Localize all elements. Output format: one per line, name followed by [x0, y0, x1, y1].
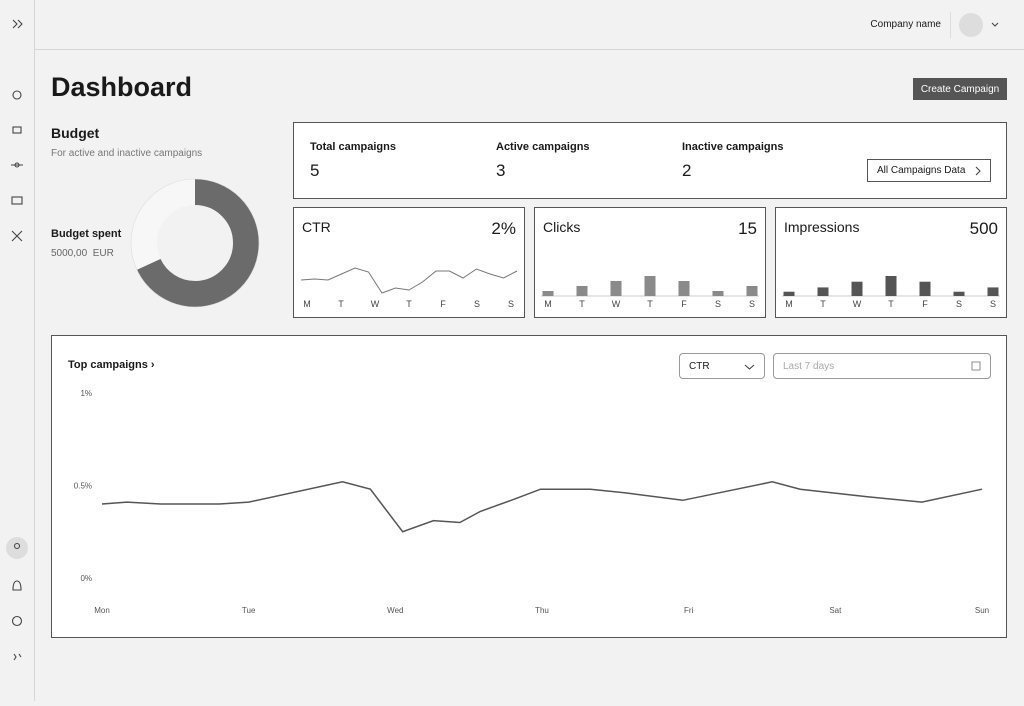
day-label: S: [956, 299, 962, 309]
sparkline: [300, 267, 518, 294]
day-label: S: [508, 299, 514, 309]
bar: [817, 287, 829, 296]
bar: [678, 281, 690, 296]
bar: [542, 291, 554, 296]
card-value: 500: [969, 219, 998, 238]
day-label: M: [303, 299, 311, 309]
card-value: 2%: [491, 219, 516, 238]
help-icon[interactable]: [11, 615, 23, 627]
placeholder: Last 7 days: [783, 360, 835, 372]
metric-card: Clicks 15 M T W T F S S: [534, 207, 766, 318]
sidebar-icons: [6, 19, 28, 661]
stat-label: Inactive campaigns: [682, 141, 784, 153]
amount: 5000,00: [51, 248, 88, 259]
stat-value: 2: [682, 161, 692, 180]
day-label: W: [371, 299, 380, 309]
day-label: F: [681, 299, 687, 309]
nav-icon[interactable]: [12, 90, 22, 100]
stats-panel: Total campaigns 5 Active campaigns 3 Inactiv…: [293, 122, 1007, 199]
metric-select[interactable]: CTR: [679, 353, 765, 379]
nav-icon[interactable]: [11, 230, 23, 242]
nav-icon[interactable]: [12, 126, 22, 134]
bar: [746, 286, 758, 296]
day-label: S: [474, 299, 480, 309]
date-range-input[interactable]: Last 7 days: [773, 353, 991, 379]
card-title: CTR: [302, 219, 331, 235]
bar: [953, 291, 965, 296]
button-label: All Campaigns Data: [877, 165, 966, 176]
expand-icon[interactable]: [12, 19, 23, 29]
budget-spent-value: 5000,00 EUR: [51, 248, 114, 259]
bar: [885, 276, 897, 296]
day-label: S: [749, 299, 755, 309]
day-label: T: [338, 299, 344, 309]
nav-icon[interactable]: [11, 162, 23, 168]
chevron: [744, 364, 755, 370]
bar: [919, 281, 931, 296]
create-campaign-button[interactable]: Create Campaign: [913, 78, 1007, 100]
currency: EUR: [92, 248, 114, 259]
day-label: T: [647, 299, 653, 309]
stat-label: Total campaigns: [310, 141, 396, 153]
company-name[interactable]: Company name: [870, 19, 941, 30]
sidebar: [0, 0, 35, 701]
divider: [950, 12, 951, 38]
budget-subtitle: For active and inactive campaigns: [51, 148, 203, 159]
title-text: Top campaigns: [68, 359, 148, 371]
bar: [987, 287, 999, 296]
top-bar: Company name: [35, 0, 1024, 50]
nav-icon[interactable]: [11, 196, 23, 205]
day-label: S: [990, 299, 996, 309]
all-campaigns-button[interactable]: All Campaigns Data: [867, 159, 991, 182]
card-value: 15: [738, 219, 757, 238]
calendar-icon: [971, 361, 981, 371]
day-label: T: [888, 299, 894, 309]
bar: [712, 291, 724, 296]
day-label: M: [544, 299, 552, 309]
card-title: Impressions: [784, 219, 860, 235]
day-label: F: [922, 299, 928, 309]
stat-value: 5: [310, 161, 320, 180]
bar: [644, 276, 656, 296]
bar: [851, 281, 863, 296]
day-label: F: [440, 299, 446, 309]
user-icon-head: [13, 542, 21, 550]
day-label: M: [785, 299, 793, 309]
stat-label: Active campaigns: [496, 141, 590, 153]
bar: [576, 286, 588, 296]
day-label: W: [853, 299, 862, 309]
day-label: W: [612, 299, 621, 309]
day-label: S: [715, 299, 721, 309]
day-label: T: [406, 299, 412, 309]
card-title: Clicks: [543, 219, 581, 235]
donut-outline: [130, 178, 260, 308]
bell-icon[interactable]: [12, 580, 22, 591]
sparkle-icon[interactable]: [13, 653, 22, 661]
metric-card: CTR 2% M T W T F S S: [293, 207, 525, 318]
page-title: Dashboard: [51, 72, 193, 102]
donut-segment: [131, 179, 259, 307]
bar: [610, 281, 622, 296]
budget-title: Budget: [51, 125, 100, 141]
avatar[interactable]: [959, 13, 983, 37]
chart-title[interactable]: Top campaigns ›: [68, 359, 155, 371]
stat-value: 3: [496, 161, 506, 180]
top-campaigns-panel: Top campaigns › CTR Last 7 days: [51, 335, 1007, 638]
day-label: T: [579, 299, 585, 309]
metric-card: Impressions 500 M T W T F S S: [775, 207, 1007, 318]
select-label: CTR: [689, 360, 710, 372]
dropdown-icon[interactable]: [990, 21, 1000, 29]
chevron: [975, 166, 981, 176]
day-label: T: [820, 299, 826, 309]
bar: [783, 291, 795, 296]
budget-donut: [130, 178, 260, 308]
budget-spent-label: Budget spent: [51, 228, 122, 240]
